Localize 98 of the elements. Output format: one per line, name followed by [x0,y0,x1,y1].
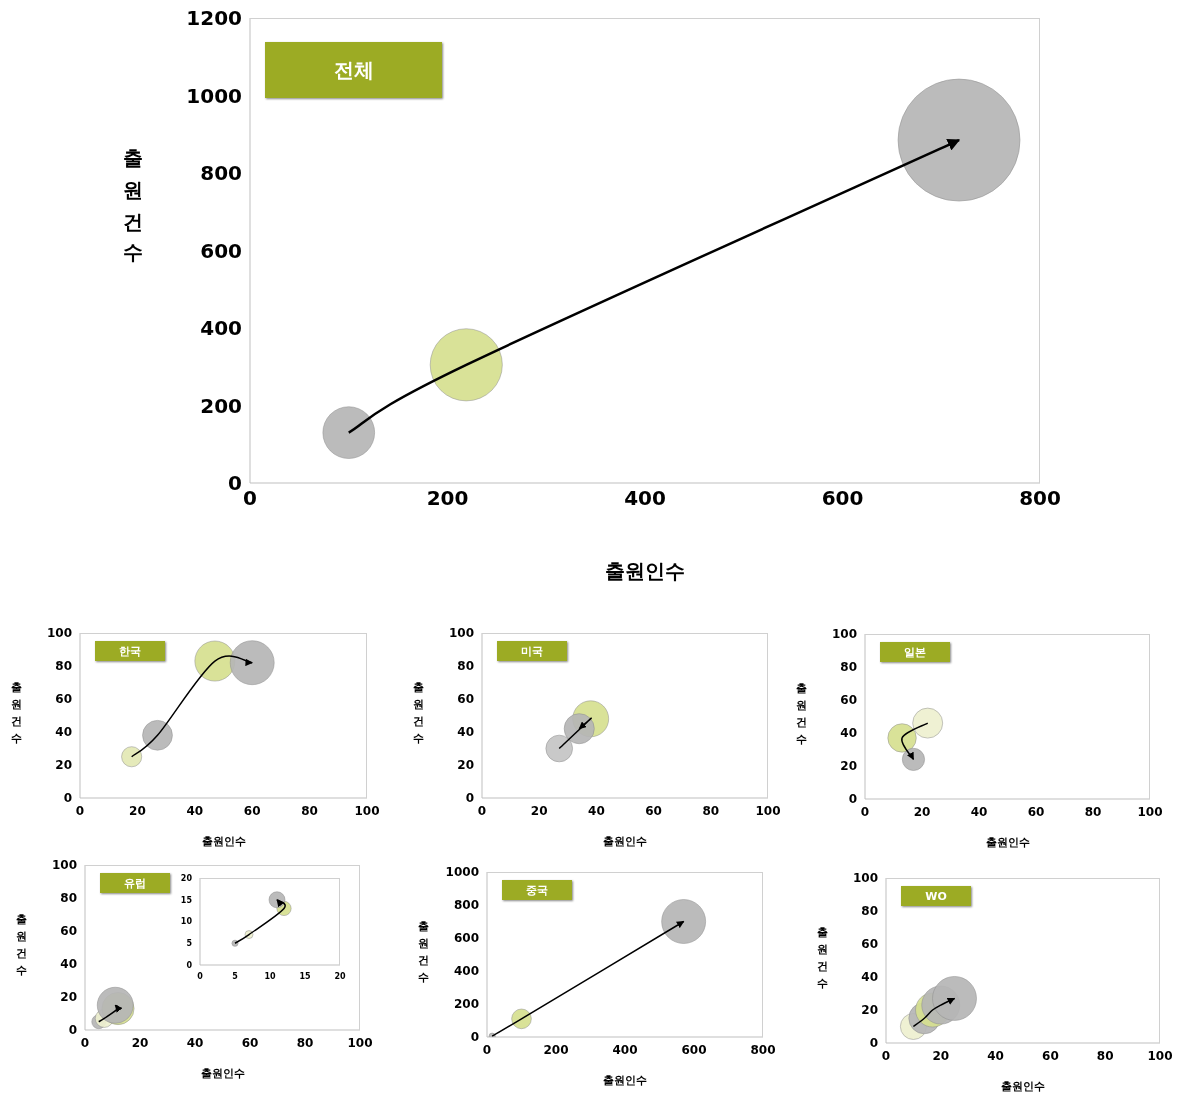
x-tick-label: 60 [243,803,261,818]
x-tick-label: 20 [932,1048,950,1063]
y-tick-label: 40 [840,726,857,741]
x-axis-title: 출원인수 [602,1073,648,1088]
x-axis-title: 출원인수 [199,1066,246,1081]
x-tick-label: 60 [241,1035,259,1050]
y-axis-title: 출원건수 [9,674,23,743]
y-tick-label: 0 [848,792,857,807]
y-tick-label: 20 [60,990,77,1005]
x-tick-label: 20 [530,803,548,818]
x-tick-label: 80 [702,803,720,818]
y-tick-label: 200 [453,997,479,1012]
text: 한국 [119,643,141,659]
x-tick-label: 20 [131,1035,149,1050]
x-tick-label: 80 [301,803,318,818]
x-tick-label: 20 [913,804,931,819]
y-tick-label: 0 [186,960,193,970]
y-tick-label: 100 [51,858,77,873]
x-tick-label: 80 [1084,804,1102,819]
y-tick-label: 0 [68,1023,77,1038]
y-tick-label: 1200 [186,6,242,31]
x-tick-label: 400 [612,1042,638,1057]
x-axis-title: 출원인수 [200,834,247,849]
y-tick-label: 20 [861,1003,878,1018]
x-tick-label: 40 [970,804,988,819]
y-tick-label: 600 [453,931,479,946]
x-tick-label: 0 [80,1035,90,1050]
y-tick-label: 40 [457,725,474,740]
y-tick-label: 100 [46,626,72,641]
y-tick-label: 100 [448,626,474,641]
y-axis-title: 출원건수 [14,906,28,975]
x-axis-title: 출원인수 [1000,1079,1046,1094]
x-tick-label: 100 [347,1035,373,1050]
x-tick-label: 40 [588,803,605,818]
y-tick-label: 80 [457,659,474,674]
x-tick-label: 40 [987,1048,1004,1063]
y-tick-label: 600 [200,238,242,263]
y-tick-label: 0 [63,791,72,806]
x-tick-label: 20 [334,971,346,981]
x-tick-label: 15 [299,971,311,981]
y-tick-label: 80 [840,660,857,675]
y-tick-label: 100 [852,871,878,886]
y-tick-label: 800 [453,898,479,913]
text: 일본 [904,644,926,660]
y-axis-title: 출원건수 [815,919,829,988]
y-tick-label: 80 [55,659,72,674]
x-tick-label: 100 [1137,804,1163,819]
y-tick-label: 10 [180,917,193,927]
y-tick-label: 800 [200,161,242,186]
text: WO [925,889,947,903]
y-tick-label: 20 [180,873,193,883]
x-axis-title: 출원인수 [984,835,1031,850]
text: 전체 [333,56,374,84]
x-tick-label: 60 [1027,804,1045,819]
y-axis-title: 출원건수 [794,675,808,744]
text: 미국 [521,643,543,659]
y-axis-title: 출원건수 [416,913,430,982]
y-axis-title: 출원건수 [411,674,425,743]
y-tick-label: 60 [840,693,857,708]
y-tick-label: 60 [457,692,474,707]
y-tick-label: 60 [60,924,77,939]
x-tick-label: 60 [645,803,662,818]
x-axis-title: 출원인수 [604,558,686,585]
y-tick-label: 80 [60,891,77,906]
x-tick-label: 60 [1042,1048,1059,1063]
y-axis-title: 출원건수 [120,134,146,263]
x-tick-label: 80 [296,1035,314,1050]
y-tick-label: 20 [840,759,857,774]
y-tick-label: 60 [55,692,72,707]
y-tick-label: 60 [861,937,878,952]
y-tick-label: 5 [186,939,193,949]
text: 중국 [526,882,548,898]
x-tick-label: 20 [129,803,146,818]
x-tick-label: 0 [881,1048,891,1063]
x-tick-label: 100 [755,803,781,818]
y-tick-label: 400 [200,316,242,341]
x-tick-label: 800 [750,1042,776,1057]
x-tick-label: 100 [1147,1048,1173,1063]
x-tick-label: 200 [543,1042,569,1057]
y-tick-label: 20 [55,758,72,773]
x-tick-label: 100 [354,803,380,818]
y-tick-label: 15 [180,895,193,905]
x-tick-label: 800 [1019,486,1061,511]
y-tick-label: 80 [861,904,878,919]
x-tick-label: 600 [681,1042,707,1057]
x-tick-label: 400 [624,486,666,511]
x-tick-label: 10 [264,971,276,981]
y-tick-label: 20 [457,758,474,773]
x-tick-label: 80 [1096,1048,1114,1063]
x-axis-title: 출원인수 [602,834,648,849]
x-tick-label: 0 [482,1042,492,1057]
y-tick-label: 1000 [445,865,479,880]
text: 유럽 [124,875,146,891]
y-tick-label: 1000 [186,83,242,108]
y-tick-label: 40 [55,725,72,740]
y-tick-label: 200 [200,393,242,418]
y-tick-label: 100 [831,627,857,642]
y-tick-label: 0 [465,791,474,806]
